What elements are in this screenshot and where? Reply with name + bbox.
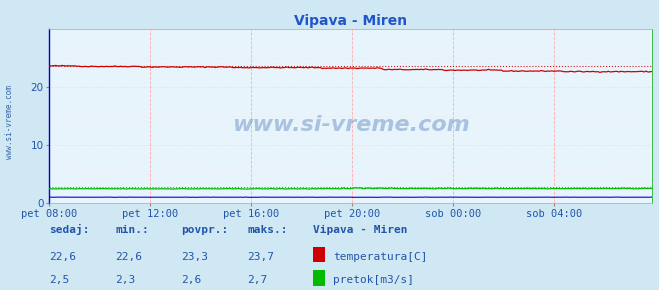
Text: www.si-vreme.com: www.si-vreme.com [5, 85, 14, 159]
Text: 22,6: 22,6 [49, 251, 76, 262]
Text: 23,7: 23,7 [247, 251, 274, 262]
Text: 2,6: 2,6 [181, 275, 202, 285]
Text: 2,7: 2,7 [247, 275, 268, 285]
Text: 22,6: 22,6 [115, 251, 142, 262]
Text: Vipava - Miren: Vipava - Miren [313, 225, 407, 235]
Text: pretok[m3/s]: pretok[m3/s] [333, 275, 414, 285]
Text: sedaj:: sedaj: [49, 224, 90, 235]
Text: min.:: min.: [115, 225, 149, 235]
Text: povpr.:: povpr.: [181, 225, 229, 235]
Title: Vipava - Miren: Vipava - Miren [295, 14, 407, 28]
Text: maks.:: maks.: [247, 225, 287, 235]
Text: 2,5: 2,5 [49, 275, 70, 285]
Text: www.si-vreme.com: www.si-vreme.com [232, 115, 470, 135]
Text: 2,3: 2,3 [115, 275, 136, 285]
Text: temperatura[C]: temperatura[C] [333, 251, 427, 262]
Text: 23,3: 23,3 [181, 251, 208, 262]
